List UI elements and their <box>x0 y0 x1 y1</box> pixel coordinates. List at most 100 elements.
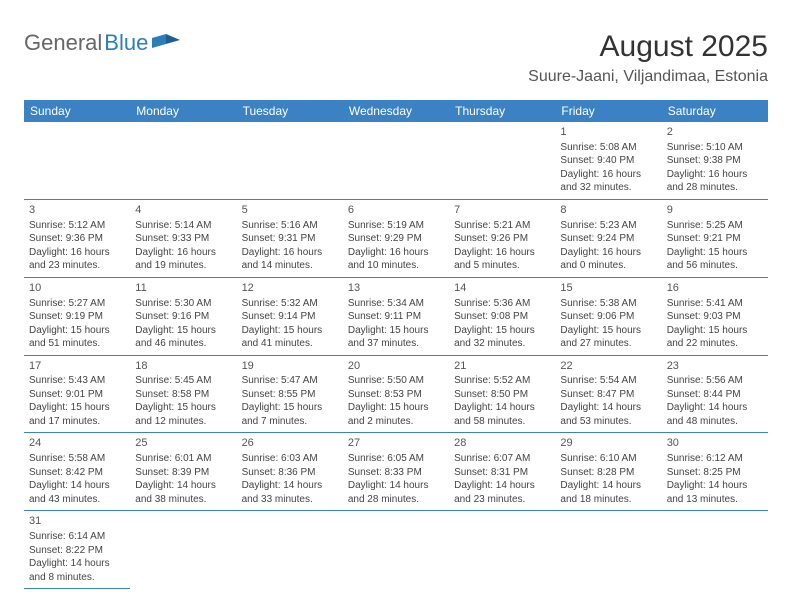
day-daylight: Daylight: 15 hours and 2 minutes. <box>348 401 444 428</box>
day-sunrise: Sunrise: 5:36 AM <box>454 297 550 311</box>
day-sunrise: Sunrise: 5:56 AM <box>667 374 763 388</box>
day-daylight: Daylight: 14 hours and 48 minutes. <box>667 401 763 428</box>
day-daylight: Daylight: 15 hours and 37 minutes. <box>348 324 444 351</box>
day-sunrise: Sunrise: 5:12 AM <box>29 219 125 233</box>
calendar-day-cell: 12Sunrise: 5:32 AMSunset: 9:14 PMDayligh… <box>237 277 343 355</box>
day-sunset: Sunset: 8:33 PM <box>348 466 444 480</box>
location: Suure-Jaani, Viljandimaa, Estonia <box>528 68 768 86</box>
day-sunrise: Sunrise: 5:58 AM <box>29 452 125 466</box>
day-daylight: Daylight: 15 hours and 51 minutes. <box>29 324 125 351</box>
day-sunrise: Sunrise: 6:14 AM <box>29 530 125 544</box>
day-daylight: Daylight: 14 hours and 8 minutes. <box>29 557 125 584</box>
day-daylight: Daylight: 15 hours and 46 minutes. <box>135 324 231 351</box>
calendar-day-cell: 24Sunrise: 5:58 AMSunset: 8:42 PMDayligh… <box>24 433 130 511</box>
day-sunset: Sunset: 9:24 PM <box>560 232 656 246</box>
day-daylight: Daylight: 15 hours and 27 minutes. <box>560 324 656 351</box>
day-number: 5 <box>242 203 338 218</box>
day-sunrise: Sunrise: 5:38 AM <box>560 297 656 311</box>
weekday-header: Monday <box>130 100 236 122</box>
day-sunset: Sunset: 9:01 PM <box>29 388 125 402</box>
day-sunset: Sunset: 9:14 PM <box>242 310 338 324</box>
day-number: 10 <box>29 281 125 296</box>
day-number: 23 <box>667 359 763 374</box>
weekday-header: Tuesday <box>237 100 343 122</box>
calendar-empty-cell <box>343 122 449 199</box>
day-daylight: Daylight: 15 hours and 41 minutes. <box>242 324 338 351</box>
day-sunrise: Sunrise: 5:21 AM <box>454 219 550 233</box>
calendar-day-cell: 22Sunrise: 5:54 AMSunset: 8:47 PMDayligh… <box>555 355 661 433</box>
day-sunset: Sunset: 9:16 PM <box>135 310 231 324</box>
calendar-day-cell: 14Sunrise: 5:36 AMSunset: 9:08 PMDayligh… <box>449 277 555 355</box>
day-number: 22 <box>560 359 656 374</box>
day-number: 20 <box>348 359 444 374</box>
brand-part2: Blue <box>104 30 148 56</box>
day-sunset: Sunset: 9:06 PM <box>560 310 656 324</box>
day-sunrise: Sunrise: 5:50 AM <box>348 374 444 388</box>
calendar-day-cell: 29Sunrise: 6:10 AMSunset: 8:28 PMDayligh… <box>555 433 661 511</box>
day-sunset: Sunset: 8:39 PM <box>135 466 231 480</box>
calendar-empty-cell <box>24 122 130 199</box>
day-number: 3 <box>29 203 125 218</box>
day-daylight: Daylight: 14 hours and 53 minutes. <box>560 401 656 428</box>
day-sunrise: Sunrise: 6:10 AM <box>560 452 656 466</box>
day-sunset: Sunset: 9:33 PM <box>135 232 231 246</box>
day-number: 13 <box>348 281 444 296</box>
day-number: 31 <box>29 514 125 529</box>
day-daylight: Daylight: 16 hours and 10 minutes. <box>348 246 444 273</box>
day-daylight: Daylight: 15 hours and 7 minutes. <box>242 401 338 428</box>
day-number: 14 <box>454 281 550 296</box>
calendar-day-cell: 2Sunrise: 5:10 AMSunset: 9:38 PMDaylight… <box>662 122 768 199</box>
calendar-day-cell: 10Sunrise: 5:27 AMSunset: 9:19 PMDayligh… <box>24 277 130 355</box>
month-title: August 2025 <box>528 30 768 64</box>
calendar-day-cell: 30Sunrise: 6:12 AMSunset: 8:25 PMDayligh… <box>662 433 768 511</box>
calendar-day-cell: 28Sunrise: 6:07 AMSunset: 8:31 PMDayligh… <box>449 433 555 511</box>
calendar-day-cell: 17Sunrise: 5:43 AMSunset: 9:01 PMDayligh… <box>24 355 130 433</box>
day-daylight: Daylight: 14 hours and 43 minutes. <box>29 479 125 506</box>
day-number: 19 <box>242 359 338 374</box>
calendar-week-row: 10Sunrise: 5:27 AMSunset: 9:19 PMDayligh… <box>24 277 768 355</box>
day-number: 17 <box>29 359 125 374</box>
day-sunset: Sunset: 9:03 PM <box>667 310 763 324</box>
day-number: 18 <box>135 359 231 374</box>
calendar-empty-cell <box>449 511 555 589</box>
day-sunset: Sunset: 8:58 PM <box>135 388 231 402</box>
day-sunrise: Sunrise: 6:03 AM <box>242 452 338 466</box>
day-number: 26 <box>242 436 338 451</box>
day-sunrise: Sunrise: 5:27 AM <box>29 297 125 311</box>
calendar-week-row: 31Sunrise: 6:14 AMSunset: 8:22 PMDayligh… <box>24 511 768 589</box>
day-sunset: Sunset: 9:38 PM <box>667 154 763 168</box>
brand-part1: General <box>24 30 102 56</box>
day-number: 16 <box>667 281 763 296</box>
day-sunrise: Sunrise: 5:23 AM <box>560 219 656 233</box>
day-number: 29 <box>560 436 656 451</box>
day-daylight: Daylight: 15 hours and 22 minutes. <box>667 324 763 351</box>
calendar-empty-cell <box>555 511 661 589</box>
day-sunrise: Sunrise: 5:14 AM <box>135 219 231 233</box>
title-block: August 2025 Suure-Jaani, Viljandimaa, Es… <box>528 30 768 86</box>
calendar-day-cell: 7Sunrise: 5:21 AMSunset: 9:26 PMDaylight… <box>449 199 555 277</box>
weekday-header: Wednesday <box>343 100 449 122</box>
day-daylight: Daylight: 14 hours and 58 minutes. <box>454 401 550 428</box>
calendar-day-cell: 26Sunrise: 6:03 AMSunset: 8:36 PMDayligh… <box>237 433 343 511</box>
calendar-day-cell: 9Sunrise: 5:25 AMSunset: 9:21 PMDaylight… <box>662 199 768 277</box>
day-number: 21 <box>454 359 550 374</box>
calendar-week-row: 3Sunrise: 5:12 AMSunset: 9:36 PMDaylight… <box>24 199 768 277</box>
day-number: 24 <box>29 436 125 451</box>
header: GeneralBlue August 2025 Suure-Jaani, Vil… <box>24 30 768 86</box>
calendar-week-row: 17Sunrise: 5:43 AMSunset: 9:01 PMDayligh… <box>24 355 768 433</box>
day-number: 4 <box>135 203 231 218</box>
day-sunrise: Sunrise: 5:08 AM <box>560 141 656 155</box>
day-daylight: Daylight: 16 hours and 23 minutes. <box>29 246 125 273</box>
day-daylight: Daylight: 16 hours and 32 minutes. <box>560 168 656 195</box>
day-number: 9 <box>667 203 763 218</box>
day-number: 12 <box>242 281 338 296</box>
day-daylight: Daylight: 14 hours and 28 minutes. <box>348 479 444 506</box>
calendar-day-cell: 21Sunrise: 5:52 AMSunset: 8:50 PMDayligh… <box>449 355 555 433</box>
day-sunrise: Sunrise: 5:32 AM <box>242 297 338 311</box>
calendar-day-cell: 13Sunrise: 5:34 AMSunset: 9:11 PMDayligh… <box>343 277 449 355</box>
calendar-day-cell: 5Sunrise: 5:16 AMSunset: 9:31 PMDaylight… <box>237 199 343 277</box>
day-daylight: Daylight: 16 hours and 0 minutes. <box>560 246 656 273</box>
day-number: 27 <box>348 436 444 451</box>
day-daylight: Daylight: 16 hours and 19 minutes. <box>135 246 231 273</box>
day-daylight: Daylight: 16 hours and 5 minutes. <box>454 246 550 273</box>
